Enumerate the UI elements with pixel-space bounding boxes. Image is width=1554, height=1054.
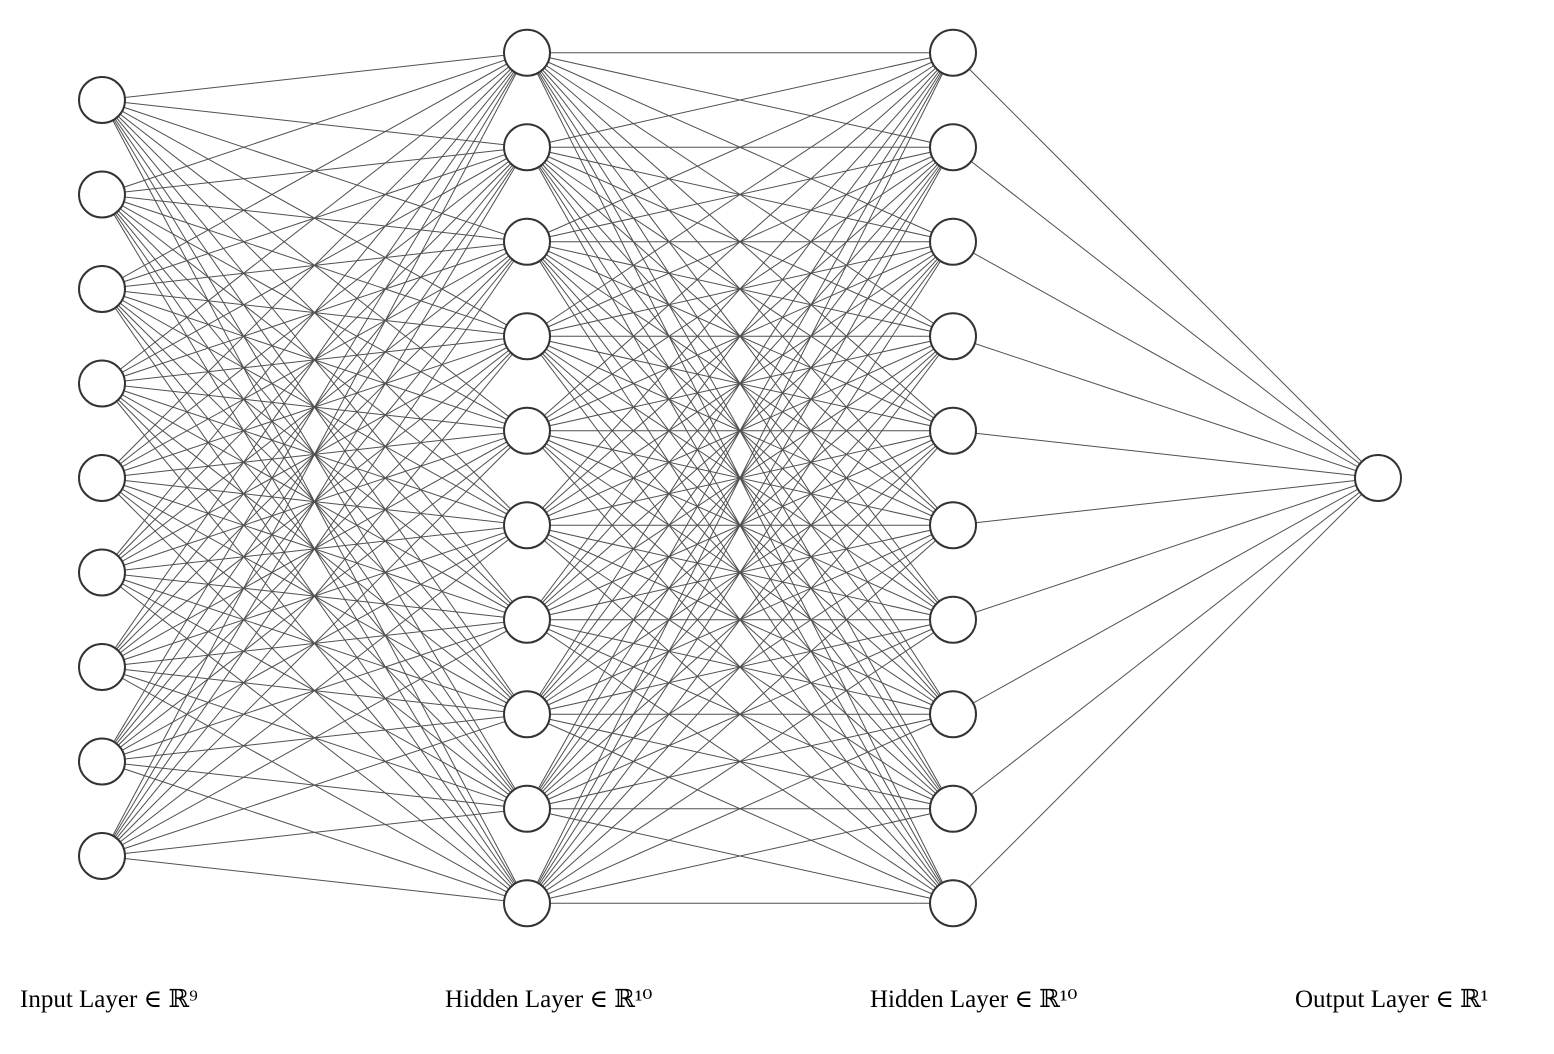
edge-l0-n8-to-l1-n9	[101, 855, 528, 904]
edge-l1-n9-to-l2-n0	[526, 52, 954, 904]
connection-edges	[101, 52, 1379, 904]
edge-l1-n9-to-l2-n5	[526, 524, 954, 904]
edge-l1-n9-to-l2-n3	[526, 335, 954, 904]
edge-l0-n8-to-l1-n6	[101, 619, 528, 857]
edge-l0-n1-to-l1-n0	[101, 52, 528, 195]
edge-l1-n9-to-l2-n8	[526, 808, 954, 904]
edge-l1-n9-to-l2-n6	[526, 619, 954, 904]
edge-l0-n2-to-l1-n0	[101, 52, 528, 290]
edge-l1-n8-to-l2-n0	[526, 52, 954, 809]
neuron-layer2-unit2	[929, 217, 977, 266]
edge-l0-n8-to-l1-n4	[101, 430, 528, 857]
edge-l0-n0-to-l1-n0	[101, 52, 528, 101]
layer-label-input: Input Layer ∈ ℝ⁹	[20, 986, 198, 1013]
edge-l1-n6-to-l2-n0	[526, 52, 954, 621]
neuron-layer0-unit3	[78, 359, 126, 408]
neuron-layer2-unit5	[929, 501, 977, 550]
neuron-layer1-unit7	[503, 690, 551, 739]
neuron-layer1-unit8	[503, 784, 551, 833]
edge-l1-n7-to-l2-n0	[526, 52, 954, 715]
edge-l1-n2-to-l2-n0	[526, 52, 954, 243]
edge-l1-n9-to-l2-n1	[526, 147, 954, 904]
neuron-layer2-unit4	[929, 406, 977, 455]
edge-l2-n1-to-l3-n0	[952, 146, 1379, 479]
layer-label-hidden-2: Hidden Layer ∈ ℝ¹⁰	[870, 986, 1077, 1013]
layer-label-hidden-1: Hidden Layer ∈ ℝ¹⁰	[445, 986, 652, 1013]
neuron-layer0-unit8	[78, 832, 126, 880]
edge-l2-n4-to-l3-n0	[952, 430, 1379, 479]
neuron-layer2-unit7	[929, 690, 977, 739]
edge-l0-n5-to-l1-n0	[101, 52, 528, 573]
layer-labels: Input Layer ∈ ℝ⁹ Hidden Layer ∈ ℝ¹⁰ Hidd…	[20, 986, 1488, 1013]
neuron-layer2-unit1	[929, 123, 977, 172]
edge-l1-n5-to-l2-n0	[526, 52, 954, 526]
edge-l1-n3-to-l2-n0	[526, 52, 954, 337]
neuron-layer1-unit4	[503, 406, 551, 455]
edge-l1-n9-to-l2-n7	[526, 713, 954, 904]
neuron-layer1-unit5	[503, 501, 551, 550]
neuron-layer1-unit0	[503, 28, 551, 77]
neuron-layer0-unit1	[78, 170, 126, 219]
edge-l1-n9-to-l2-n4	[526, 430, 954, 904]
edge-l2-n7-to-l3-n0	[952, 477, 1379, 715]
edge-l0-n8-to-l1-n0	[101, 52, 528, 857]
edge-l1-n1-to-l2-n0	[526, 52, 954, 148]
edge-l0-n8-to-l1-n1	[101, 146, 528, 857]
neuron-layer1-unit6	[503, 595, 551, 644]
edge-l2-n9-to-l3-n0	[952, 477, 1379, 904]
edge-l0-n3-to-l1-n0	[101, 52, 528, 384]
neuron-layer2-unit9	[929, 879, 977, 928]
edge-l0-n4-to-l1-n0	[101, 52, 528, 479]
neuron-layer1-unit3	[503, 312, 551, 361]
neuron-nodes	[78, 28, 1402, 928]
edge-l2-n2-to-l3-n0	[952, 241, 1379, 479]
edge-l2-n0-to-l3-n0	[952, 52, 1379, 479]
neuron-layer0-unit5	[78, 548, 126, 597]
neuron-layer2-unit0	[929, 28, 977, 77]
edge-l2-n5-to-l3-n0	[952, 477, 1379, 526]
neuron-layer0-unit4	[78, 454, 126, 502]
edge-l0-n7-to-l1-n0	[101, 52, 528, 762]
neuron-layer1-unit1	[503, 123, 551, 172]
edge-l1-n9-to-l2-n2	[526, 241, 954, 904]
neuron-layer0-unit7	[78, 737, 126, 786]
edge-l2-n3-to-l3-n0	[952, 335, 1379, 479]
neuron-layer1-unit9	[503, 879, 551, 928]
neuron-layer2-unit3	[929, 312, 977, 361]
neuron-layer2-unit8	[929, 784, 977, 833]
edge-l0-n8-to-l1-n3	[101, 335, 528, 857]
neuron-layer0-unit2	[78, 265, 126, 313]
edge-l0-n6-to-l1-n0	[101, 52, 528, 668]
edge-l2-n6-to-l3-n0	[952, 477, 1379, 621]
neuron-layer3-unit0	[1354, 454, 1402, 502]
edge-l0-n8-to-l1-n7	[101, 713, 528, 857]
neuron-layer1-unit2	[503, 217, 551, 266]
edge-l0-n8-to-l1-n8	[101, 808, 528, 857]
neuron-layer0-unit6	[78, 643, 126, 691]
edge-l1-n4-to-l2-n0	[526, 52, 954, 432]
edge-l0-n8-to-l1-n5	[101, 524, 528, 857]
neuron-layer2-unit6	[929, 595, 977, 644]
edge-l2-n8-to-l3-n0	[952, 477, 1379, 810]
neuron-layer0-unit0	[78, 76, 126, 124]
edge-l0-n8-to-l1-n2	[101, 241, 528, 857]
layer-label-output: Output Layer ∈ ℝ¹	[1295, 986, 1488, 1013]
